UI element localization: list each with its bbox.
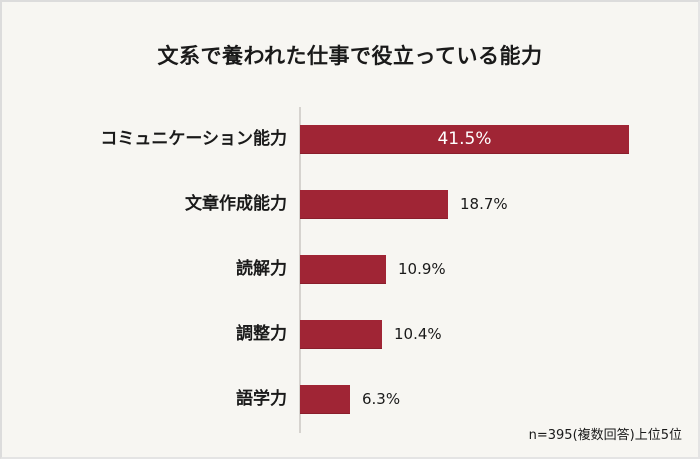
- bar: [300, 385, 350, 414]
- value-label: 6.3%: [362, 390, 401, 408]
- chart-title: 文系で養われた仕事で役立っている能力: [157, 44, 543, 68]
- sample-note: n=395(複数回答)上位5位: [528, 428, 682, 443]
- value-label: 18.7%: [460, 195, 508, 213]
- value-label: 41.5%: [437, 129, 492, 149]
- category-label: コミュニケーション能力: [100, 129, 287, 149]
- bar-row: 調整力 10.4%: [0, 320, 700, 349]
- bar: [300, 320, 382, 349]
- category-label: 調整力: [236, 324, 287, 344]
- bar: [300, 255, 386, 284]
- bar: [300, 190, 448, 219]
- category-label: 語学力: [236, 389, 287, 409]
- category-label: 読解力: [236, 259, 287, 279]
- bar-row: 読解力 10.9%: [0, 255, 700, 284]
- bar-row: 文章作成能力 18.7%: [0, 190, 700, 219]
- bar: [300, 125, 629, 154]
- bar-row: コミュニケーション能力 41.5%: [0, 125, 700, 154]
- value-label: 10.9%: [398, 260, 446, 278]
- value-label: 10.4%: [394, 325, 442, 343]
- category-label: 文章作成能力: [185, 194, 287, 214]
- bar-row: 語学力 6.3%: [0, 385, 700, 414]
